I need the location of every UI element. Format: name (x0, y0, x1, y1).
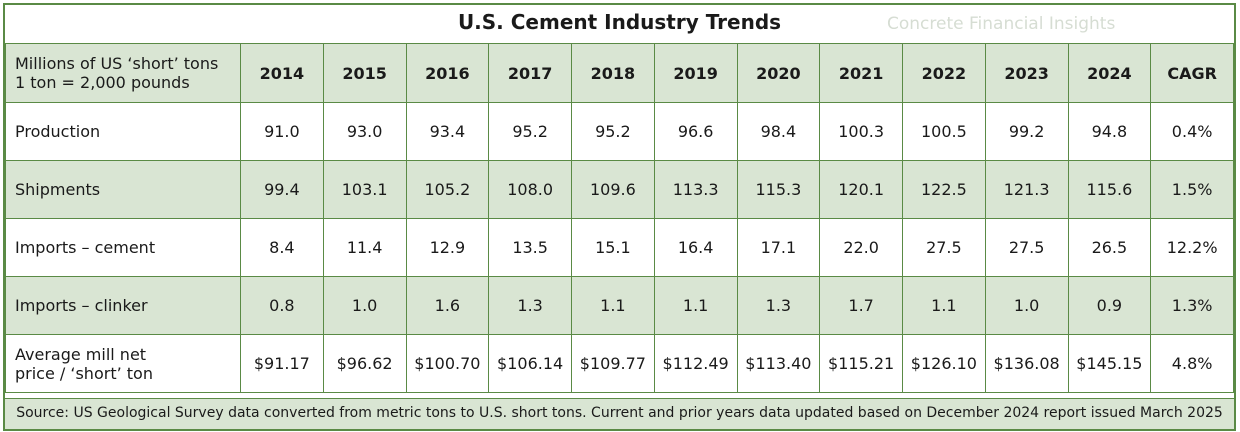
table-cell: 105.2 (405, 160, 490, 219)
table-cell: $136.08 (984, 334, 1069, 393)
column-header: 2024 (1067, 43, 1152, 103)
table-cell: $100.70 (405, 334, 490, 393)
column-header: 2015 (322, 43, 407, 103)
watermark: Concrete Financial Insights (887, 14, 1116, 34)
source-note: Source: US Geological Survey data conver… (5, 398, 1234, 429)
table-cell: $145.15 (1067, 334, 1152, 393)
row-label-line: price / ‘short’ ton (15, 363, 153, 383)
table-cell: 1.1 (653, 276, 738, 335)
row-label-line: Imports – clinker (15, 296, 148, 315)
row-label: Imports – cement (5, 218, 241, 277)
table-cell: 1.3% (1150, 276, 1234, 335)
table-cell: 96.6 (653, 102, 738, 161)
row-label: Imports – clinker (5, 276, 241, 335)
table-cell: 99.2 (984, 102, 1069, 161)
table-cell: $109.77 (571, 334, 655, 393)
table-cell: 1.7 (819, 276, 903, 335)
row-label: Shipments (5, 160, 241, 219)
table-cell: $91.17 (240, 334, 324, 393)
table-cell: 120.1 (819, 160, 903, 219)
table-cell: 99.4 (240, 160, 324, 219)
column-header: 2018 (571, 43, 655, 103)
table-cell: $106.14 (488, 334, 572, 393)
column-header: 2020 (736, 43, 821, 103)
table-cell: 12.2% (1150, 218, 1234, 277)
header-label-line: 1 ton = 2,000 pounds (15, 73, 190, 92)
table-frame: U.S. Cement Industry Trends Concrete Fin… (3, 3, 1236, 431)
row-label-line: Average mill net (15, 344, 147, 364)
table-cell: 100.3 (819, 102, 903, 161)
table-row: Production 91.0 93.0 93.4 95.2 95.2 96.6 98.4 10… (5, 102, 1234, 161)
table-cell: 1.1 (571, 276, 655, 335)
table-cell: 98.4 (736, 102, 821, 161)
table-cell: 1.3 (736, 276, 821, 335)
table-row: Imports – clinker 0.8 1.0 1.6 1.3 1.1 1.1 1.3 1.… (5, 276, 1234, 335)
table-cell: 115.6 (1067, 160, 1152, 219)
table-cell: 11.4 (322, 218, 407, 277)
title-bar: U.S. Cement Industry Trends Concrete Fin… (5, 5, 1234, 43)
table-cell: 94.8 (1067, 102, 1152, 161)
row-label-line: Production (15, 122, 101, 141)
table-cell: 4.8% (1150, 334, 1234, 393)
table-cell: 13.5 (488, 218, 572, 277)
column-header: 2016 (405, 43, 490, 103)
table-cell: $115.21 (819, 334, 903, 393)
table-cell: 109.6 (571, 160, 655, 219)
row-label: Average mill net price / ‘short’ ton (5, 334, 241, 393)
column-header: 2017 (488, 43, 572, 103)
table-cell: 1.0 (984, 276, 1069, 335)
table-row: Imports – cement 8.4 11.4 12.9 13.5 15.1 16.4 1… (5, 218, 1234, 277)
page-title: U.S. Cement Industry Trends (457, 10, 782, 34)
table-cell: 15.1 (571, 218, 655, 277)
table-cell: $112.49 (653, 334, 738, 393)
row-label: Production (5, 102, 241, 161)
table-cell: 0.9 (1067, 276, 1152, 335)
table-row: Shipments 99.4 103.1 105.2 108.0 109.6 113.3 11… (5, 160, 1234, 219)
table-cell: 12.9 (405, 218, 490, 277)
table-cell: $96.62 (322, 334, 407, 393)
table-cell: 1.3 (488, 276, 572, 335)
data-table: Millions of US ‘short’ tons 1 ton = 2,00… (5, 43, 1234, 393)
table-row: Average mill net price / ‘short’ ton $91.1… (5, 334, 1234, 393)
table-cell: 1.1 (902, 276, 986, 335)
column-header: 2022 (902, 43, 986, 103)
table-cell: 0.4% (1150, 102, 1234, 161)
table-cell: 26.5 (1067, 218, 1152, 277)
table-cell: $113.40 (736, 334, 821, 393)
row-label-line: Shipments (15, 180, 101, 199)
row-label-line: Imports – cement (15, 238, 156, 257)
header-row: Millions of US ‘short’ tons 1 ton = 2,00… (5, 43, 1234, 103)
table-cell: 122.5 (902, 160, 986, 219)
table-cell: 91.0 (240, 102, 324, 161)
table-cell: 1.5% (1150, 160, 1234, 219)
table-cell: 16.4 (653, 218, 738, 277)
column-header: 2023 (984, 43, 1069, 103)
table-cell: 108.0 (488, 160, 572, 219)
table-cell: 115.3 (736, 160, 821, 219)
column-header: CAGR (1150, 43, 1234, 103)
table-cell: 100.5 (902, 102, 986, 161)
table-cell: 121.3 (984, 160, 1069, 219)
table-body: Production 91.0 93.0 93.4 95.2 95.2 96.6 98.4 10… (5, 102, 1234, 393)
column-header: 2019 (653, 43, 738, 103)
table-cell: 1.0 (322, 276, 407, 335)
table-cell: $126.10 (902, 334, 986, 393)
table-cell: 93.4 (405, 102, 490, 161)
table-cell: 8.4 (240, 218, 324, 277)
table-cell: 95.2 (488, 102, 572, 161)
table-cell: 22.0 (819, 218, 903, 277)
table-cell: 27.5 (984, 218, 1069, 277)
table-cell: 103.1 (322, 160, 407, 219)
table-cell: 1.6 (405, 276, 490, 335)
table-cell: 93.0 (322, 102, 407, 161)
table-cell: 0.8 (240, 276, 324, 335)
table-cell: 17.1 (736, 218, 821, 277)
header-label-line: Millions of US ‘short’ tons (15, 54, 219, 73)
column-header: 2014 (240, 43, 324, 103)
table-cell: 27.5 (902, 218, 986, 277)
column-header: 2021 (819, 43, 903, 103)
table-cell: 95.2 (571, 102, 655, 161)
table-cell: 113.3 (653, 160, 738, 219)
header-label-cell: Millions of US ‘short’ tons 1 ton = 2,00… (5, 43, 241, 103)
